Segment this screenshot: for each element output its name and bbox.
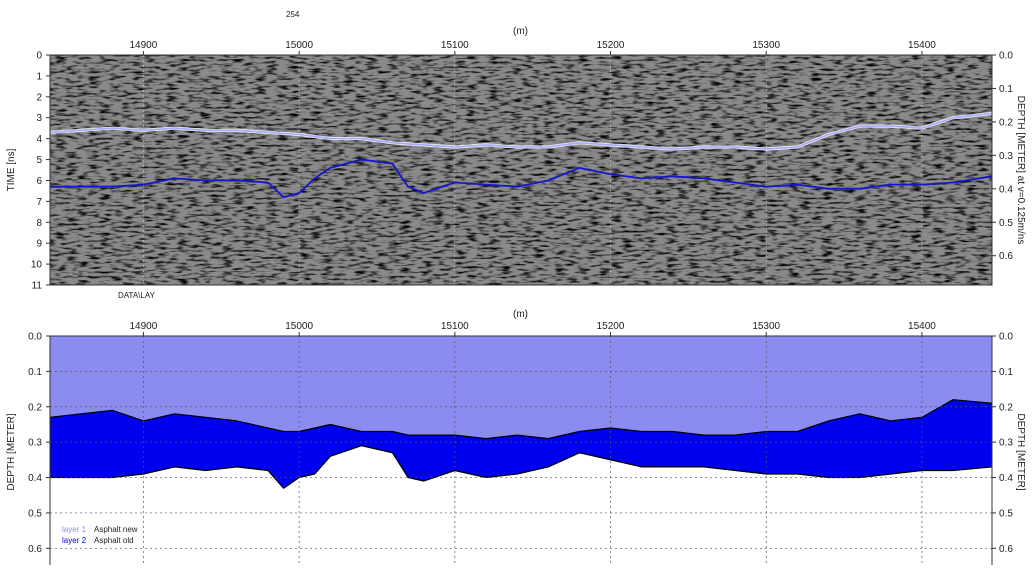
legend: layer 1 Asphalt new layer 2 Asphalt old [62,525,138,545]
radargram-x-tick-label: 15100 [441,40,469,51]
layer-chart-y-tick-label: 0.0 [28,332,42,343]
radargram-depth-tick-label: 0.2 [999,117,1013,128]
layer-chart-y-tick-label: 0.5 [28,508,42,519]
layer-chart-x-axis-label: (m) [513,309,528,320]
radargram-depth-tick-label: 0.4 [999,184,1013,195]
radargram-y-tick-label: 11 [32,281,43,292]
layer-chart-y-tick-label: 0.4 [28,473,42,484]
legend-series-name: layer 1 [62,525,87,534]
radargram-x-tick-label: 15000 [285,40,313,51]
layer-chart-right-tick-label: 0.2 [999,402,1013,413]
layer-1-area [50,336,992,439]
layer-chart-y-tick-label: 0.6 [28,544,42,555]
radargram-y-tick-label: 5 [36,155,42,166]
legend-series-description: Asphalt old [94,536,134,545]
legend-series-name: layer 2 [62,536,87,545]
radargram-y-tick-label: 7 [36,197,42,208]
interface-1-trace [50,112,992,150]
radargram-y-tick-label: 6 [36,176,42,187]
radargram-x-tick-label: 14900 [130,40,158,51]
radargram-y-tick-label: 10 [31,260,43,271]
radargram-frame [49,54,993,286]
radargram-x-axis-label: (m) [513,26,528,37]
legend-series-description: Asphalt new [94,525,138,534]
radargram-y-axis-label: TIME [ns] [6,148,17,191]
layer-chart-x-tick-label: 15200 [597,321,625,332]
layer-chart-y-tick-label: 0.3 [28,438,42,449]
layer-chart-x-tick-label: 15300 [752,321,780,332]
layer-chart-right-tick-label: 0.1 [999,367,1013,378]
layer-chart-x-tick-label: 15100 [441,321,469,332]
radargram-x-tick-label: 15200 [597,40,625,51]
radargram-y-tick-label: 4 [36,134,42,145]
layer-chart-right-tick-label: 0.0 [999,332,1013,343]
layer-chart-right-tick-label: 0.5 [999,508,1013,519]
radargram-right-axis-label: DEPTH [METER] at v=0.125m/ns [1015,96,1026,245]
layer-chart-x-tick-label: 15400 [908,321,936,332]
interface-2-trace [50,158,992,199]
layer-chart-y-tick-label: 0.1 [28,367,42,378]
radargram-depth-tick-label: 0.5 [999,218,1013,229]
radargram-y-tick-label: 0 [36,51,42,62]
radargram-y-tick-label: 2 [36,92,42,103]
radargram-depth-tick-label: 0.1 [999,84,1013,95]
radargram-texture [50,55,992,285]
radargram-depth-tick-label: 0.3 [999,151,1013,162]
file-label: DATA\LAY [118,291,156,300]
radargram-y-tick-label: 9 [36,239,42,250]
layer-2-area [50,399,992,489]
layer-chart-y-tick-label: 0.2 [28,402,42,413]
radargram-x-tick-label: 15300 [752,40,780,51]
layer-chart-y-axis-label: DEPTH [METER] [6,413,17,490]
layer-chart-right-tick-label: 0.3 [999,438,1013,449]
radargram-y-tick-label: 8 [36,218,42,229]
profile-label: 254 [286,10,300,19]
layer-chart-x-tick-label: 14900 [130,321,158,332]
radargram-depth-tick-label: 0.6 [999,251,1013,262]
radargram-depth-tick-label: 0.0 [999,51,1013,62]
layer-chart-x-tick-label: 15000 [285,321,313,332]
radargram-y-tick-label: 3 [36,113,42,124]
layer-chart-right-axis-label: DEPTH [METER] [1015,413,1026,490]
layer-depth-chart: (m) 14900 15000 15100 15200 15300 15400 0.0 0.… [6,309,1026,566]
radargram-chart: 254 (m) 14900 15000 15100 15200 15300 15400 0… [6,10,1026,300]
radargram-y-tick-label: 1 [36,71,42,82]
layer-chart-right-tick-label: 0.6 [999,544,1013,555]
layer-chart-right-tick-label: 0.4 [999,473,1013,484]
radargram-x-tick-label: 15400 [908,40,936,51]
